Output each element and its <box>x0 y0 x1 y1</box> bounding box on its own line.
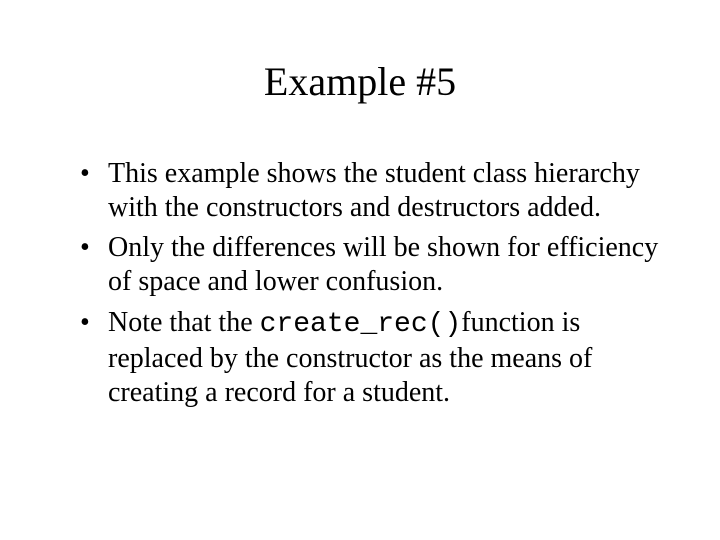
list-item: This example shows the student class hie… <box>86 157 670 227</box>
bullet-text: Only the differences will be shown for e… <box>108 232 658 297</box>
bullet-list: This example shows the student class hie… <box>50 157 670 410</box>
slide: Example #5 This example shows the studen… <box>0 0 720 540</box>
bullet-text: This example shows the student class hie… <box>108 158 640 223</box>
slide-title: Example #5 <box>50 58 670 105</box>
bullet-text: Note that the <box>108 307 260 338</box>
code-text: create_rec() <box>260 309 462 340</box>
list-item: Only the differences will be shown for e… <box>86 231 670 301</box>
list-item: Note that the create_rec()function is re… <box>86 306 670 410</box>
